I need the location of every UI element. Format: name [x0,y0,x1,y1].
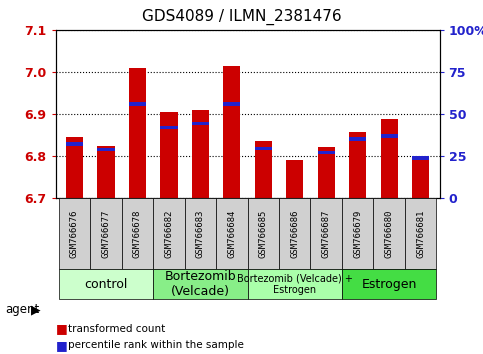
Bar [255,141,272,198]
Bar [97,148,114,151]
Bar [286,160,303,198]
Bar [66,142,83,146]
Text: GSM766684: GSM766684 [227,210,236,258]
Bar [317,151,335,154]
Text: GSM766677: GSM766677 [101,210,111,258]
Bar [317,147,335,198]
Text: GSM766681: GSM766681 [416,210,425,258]
Bar [381,119,398,198]
Bar [66,137,83,198]
Text: GSM766676: GSM766676 [70,210,79,258]
Bar [349,137,366,141]
Bar [160,112,178,198]
Bar [381,135,398,138]
Text: Bortezomib
(Velcade): Bortezomib (Velcade) [165,270,236,298]
Bar [223,66,241,198]
Text: transformed count: transformed count [68,324,165,333]
Text: GSM766685: GSM766685 [259,210,268,258]
Text: Bortezomib (Velcade) +
Estrogen: Bortezomib (Velcade) + Estrogen [237,273,353,295]
Text: ▶: ▶ [31,303,41,316]
Bar [412,156,429,198]
Bar [192,122,209,125]
Bar [129,68,146,198]
Text: GSM766682: GSM766682 [164,210,173,258]
Bar [129,102,146,106]
Bar [97,146,114,198]
Text: percentile rank within the sample: percentile rank within the sample [68,340,243,350]
Text: ■: ■ [56,322,67,335]
Text: GSM766687: GSM766687 [322,210,331,258]
Text: GSM766678: GSM766678 [133,210,142,258]
Text: GDS4089 / ILMN_2381476: GDS4089 / ILMN_2381476 [142,9,341,25]
Bar [255,147,272,150]
Text: GSM766683: GSM766683 [196,210,205,258]
Bar [160,126,178,129]
Bar [412,156,429,160]
Text: GSM766686: GSM766686 [290,210,299,258]
Text: agent: agent [5,303,39,316]
Bar [223,102,241,106]
Text: ■: ■ [56,339,67,352]
Bar [349,132,366,198]
Bar [192,110,209,198]
Text: Estrogen: Estrogen [361,278,417,291]
Text: GSM766679: GSM766679 [353,210,362,258]
Text: control: control [84,278,128,291]
Text: GSM766680: GSM766680 [384,210,394,258]
